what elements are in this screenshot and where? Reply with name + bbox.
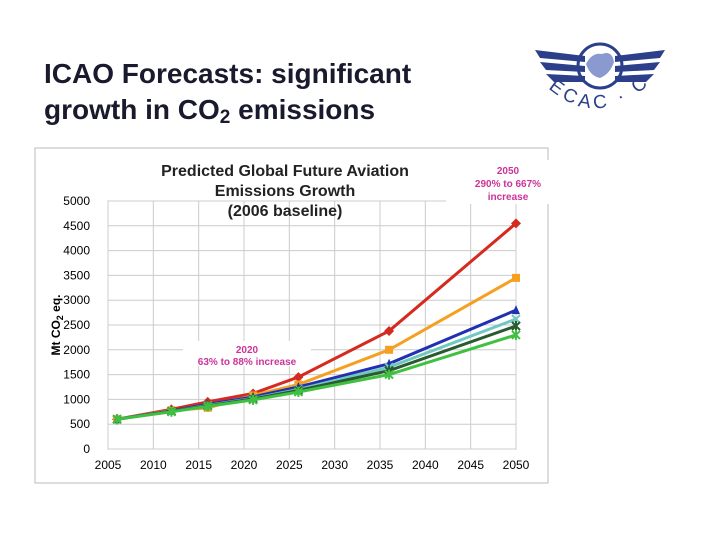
- x-tick-label: 2020: [231, 458, 258, 472]
- y-tick-label: 1500: [63, 368, 90, 382]
- logo-wings: [535, 42, 665, 90]
- annotation: 2020: [236, 345, 259, 356]
- title-line: ICAO Forecasts: significant: [44, 58, 412, 89]
- marker: [203, 401, 213, 412]
- marker: [384, 325, 395, 336]
- marker: [511, 329, 521, 340]
- x-tick-label: 2005: [95, 458, 122, 472]
- x-tick-label: 2010: [140, 458, 167, 472]
- x-tick-label: 2035: [367, 458, 394, 472]
- chart-title: Predicted Global Future Aviation: [161, 163, 409, 180]
- y-label-sub: 2: [55, 315, 65, 320]
- slide-title: ICAO Forecasts: significant growth in CO…: [44, 56, 411, 136]
- marker: [512, 305, 520, 315]
- marker: [166, 406, 177, 417]
- marker: [512, 273, 520, 282]
- y-tick-label: 3000: [63, 293, 90, 307]
- annotation: increase: [488, 192, 529, 203]
- title-subscript: 2: [219, 107, 231, 128]
- y-tick-label: 2000: [63, 343, 90, 357]
- annotation-box: [183, 341, 311, 366]
- y-tick-label: 1000: [63, 392, 90, 406]
- annotation: 63% to 88% increase: [198, 357, 297, 368]
- marker: [385, 345, 394, 354]
- x-tick-label: 2045: [457, 458, 484, 472]
- y-tick-label: 4500: [63, 219, 90, 233]
- x-tick-label: 2025: [276, 458, 303, 472]
- marker: [511, 320, 521, 331]
- y-tick-label: 3500: [63, 268, 90, 282]
- y-tick-label: 4000: [63, 244, 90, 258]
- annotation-box: [446, 160, 550, 204]
- marker: [248, 394, 258, 405]
- title-text: growth in CO: [44, 94, 220, 125]
- marker: [112, 414, 122, 425]
- x-tick-label: 2030: [321, 458, 348, 472]
- logo: ECAC · CEAC: [530, 28, 665, 114]
- x-tick-label: 2015: [185, 458, 212, 472]
- x-tick-label: 2050: [503, 458, 530, 472]
- chart-title: (2006 baseline): [228, 203, 343, 220]
- y-axis-label: Mt CO2 eq.: [49, 294, 65, 355]
- marker: [384, 369, 394, 380]
- marker: [511, 218, 521, 229]
- marker: [511, 314, 521, 324]
- title-text: emissions: [238, 94, 376, 125]
- title-line: growth in CO2 emissions: [44, 92, 411, 136]
- y-tick-label: 500: [70, 417, 90, 431]
- annotation: 2050: [497, 166, 520, 177]
- y-tick-label: 0: [83, 442, 90, 456]
- chart-title: Emissions Growth: [215, 183, 355, 200]
- y-tick-label: 5000: [63, 194, 90, 208]
- marker: [293, 386, 304, 397]
- x-tick-label: 2040: [412, 458, 439, 472]
- y-tick-label: 2500: [63, 318, 90, 332]
- marker: [293, 372, 304, 383]
- y-label-text: Mt CO: [49, 320, 63, 355]
- annotation: 290% to 667%: [475, 179, 541, 190]
- y-label-text: eq.: [49, 294, 63, 315]
